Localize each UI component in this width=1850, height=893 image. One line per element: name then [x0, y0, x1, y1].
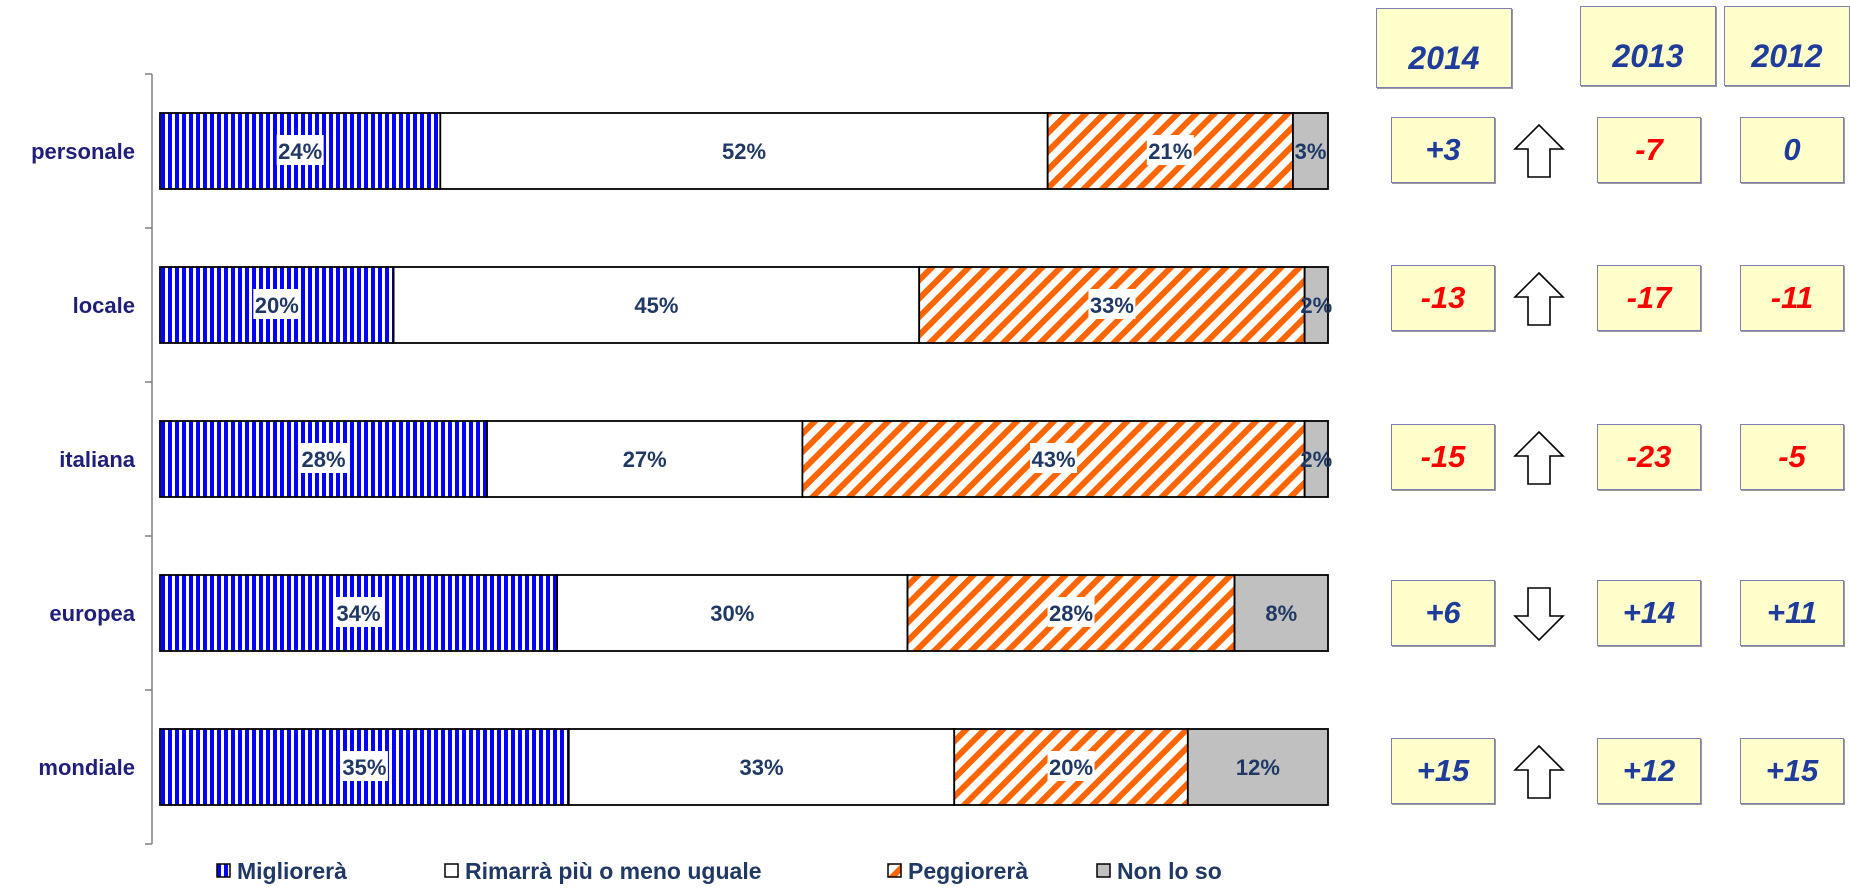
delta-value-2013: +14	[1597, 580, 1701, 646]
legend-swatch	[1096, 863, 1111, 878]
delta-value-2012: +11	[1740, 580, 1844, 646]
data-label-bg	[1030, 443, 1078, 473]
data-label: 30%	[710, 601, 754, 626]
data-label: 34%	[337, 601, 381, 626]
arrow-up-icon	[1513, 123, 1565, 178]
delta-value-2012: 0	[1740, 117, 1844, 183]
delta-value-2014: +15	[1391, 738, 1495, 804]
delta-value-2013: -7	[1597, 117, 1701, 183]
data-label: 8%	[1265, 601, 1297, 626]
bar-segment	[439, 112, 1049, 190]
data-label: 28%	[301, 447, 345, 472]
data-label-bg	[340, 751, 388, 781]
data-label-bg	[1047, 597, 1095, 627]
data-label: 2%	[1300, 293, 1332, 318]
y-axis	[145, 73, 153, 845]
legend-swatch	[887, 863, 902, 878]
year-header-2012: 2012	[1724, 6, 1850, 86]
bar-segment	[1303, 266, 1329, 344]
legend-label: Non lo so	[1117, 858, 1222, 884]
bar-segment	[392, 266, 921, 344]
category-label: mondiale	[38, 755, 135, 780]
delta-value-2014: +3	[1391, 117, 1495, 183]
legend: Migliorerà Rimarrà più o meno uguale Peggi…	[216, 858, 1222, 884]
data-label-bg	[335, 597, 383, 627]
delta-value-2013: -17	[1597, 265, 1701, 331]
legend-label: Peggiorerà	[908, 858, 1028, 884]
data-label: 12%	[1236, 755, 1280, 780]
data-label: 2%	[1300, 447, 1332, 472]
data-label: 52%	[722, 139, 766, 164]
category-label: personale	[31, 139, 135, 164]
bar-segment	[1233, 574, 1329, 652]
data-label-bg	[276, 135, 324, 165]
bar-segment	[1186, 728, 1329, 806]
legend-label: Rimarrà più o meno uguale	[465, 858, 762, 884]
year-header-2013: 2013	[1580, 6, 1716, 86]
data-label-bg	[1146, 135, 1194, 165]
category-label: italiana	[59, 447, 136, 472]
delta-value-2014: -15	[1391, 424, 1495, 490]
legend-swatch	[444, 863, 459, 878]
bar-segment	[486, 420, 804, 498]
delta-value-2014: -13	[1391, 265, 1495, 331]
data-label: 35%	[342, 755, 386, 780]
category-label: locale	[73, 293, 135, 318]
data-label-bg	[253, 289, 301, 319]
arrow-up-icon	[1513, 271, 1565, 326]
data-label: 45%	[634, 293, 678, 318]
data-label: 3%	[1295, 139, 1327, 164]
data-label: 28%	[1049, 601, 1093, 626]
delta-value-2014: +6	[1391, 580, 1495, 646]
bar-segment	[1303, 420, 1329, 498]
legend-swatch	[216, 863, 231, 878]
data-label-bg	[1047, 751, 1095, 781]
delta-value-2012: -5	[1740, 424, 1844, 490]
legend-label: Migliorerà	[237, 858, 347, 884]
delta-value-2013: -23	[1597, 424, 1701, 490]
delta-value-2012: -11	[1740, 265, 1844, 331]
category-label: europea	[49, 601, 135, 626]
bar-segment	[567, 728, 956, 806]
data-label: 20%	[1049, 755, 1093, 780]
data-label: 33%	[1090, 293, 1134, 318]
delta-value-2013: +12	[1597, 738, 1701, 804]
bar-segment	[159, 574, 559, 652]
data-label: 27%	[623, 447, 667, 472]
arrow-up-icon	[1513, 744, 1565, 799]
data-label: 20%	[255, 293, 299, 318]
data-label: 43%	[1031, 447, 1075, 472]
year-header-2014: 2014	[1376, 8, 1512, 88]
arrow-down-icon	[1513, 587, 1565, 642]
labels-group: personale 24% 52% 21% 3% locale 20% 45% 33% 2% ita…	[31, 135, 1332, 781]
data-label: 24%	[278, 139, 322, 164]
data-label: 21%	[1148, 139, 1192, 164]
arrow-up-icon	[1513, 430, 1565, 485]
data-label-bg	[1088, 289, 1136, 319]
delta-value-2012: +15	[1740, 738, 1844, 804]
bar-segment	[1292, 112, 1329, 190]
data-label: 33%	[739, 755, 783, 780]
data-label-bg	[300, 443, 348, 473]
